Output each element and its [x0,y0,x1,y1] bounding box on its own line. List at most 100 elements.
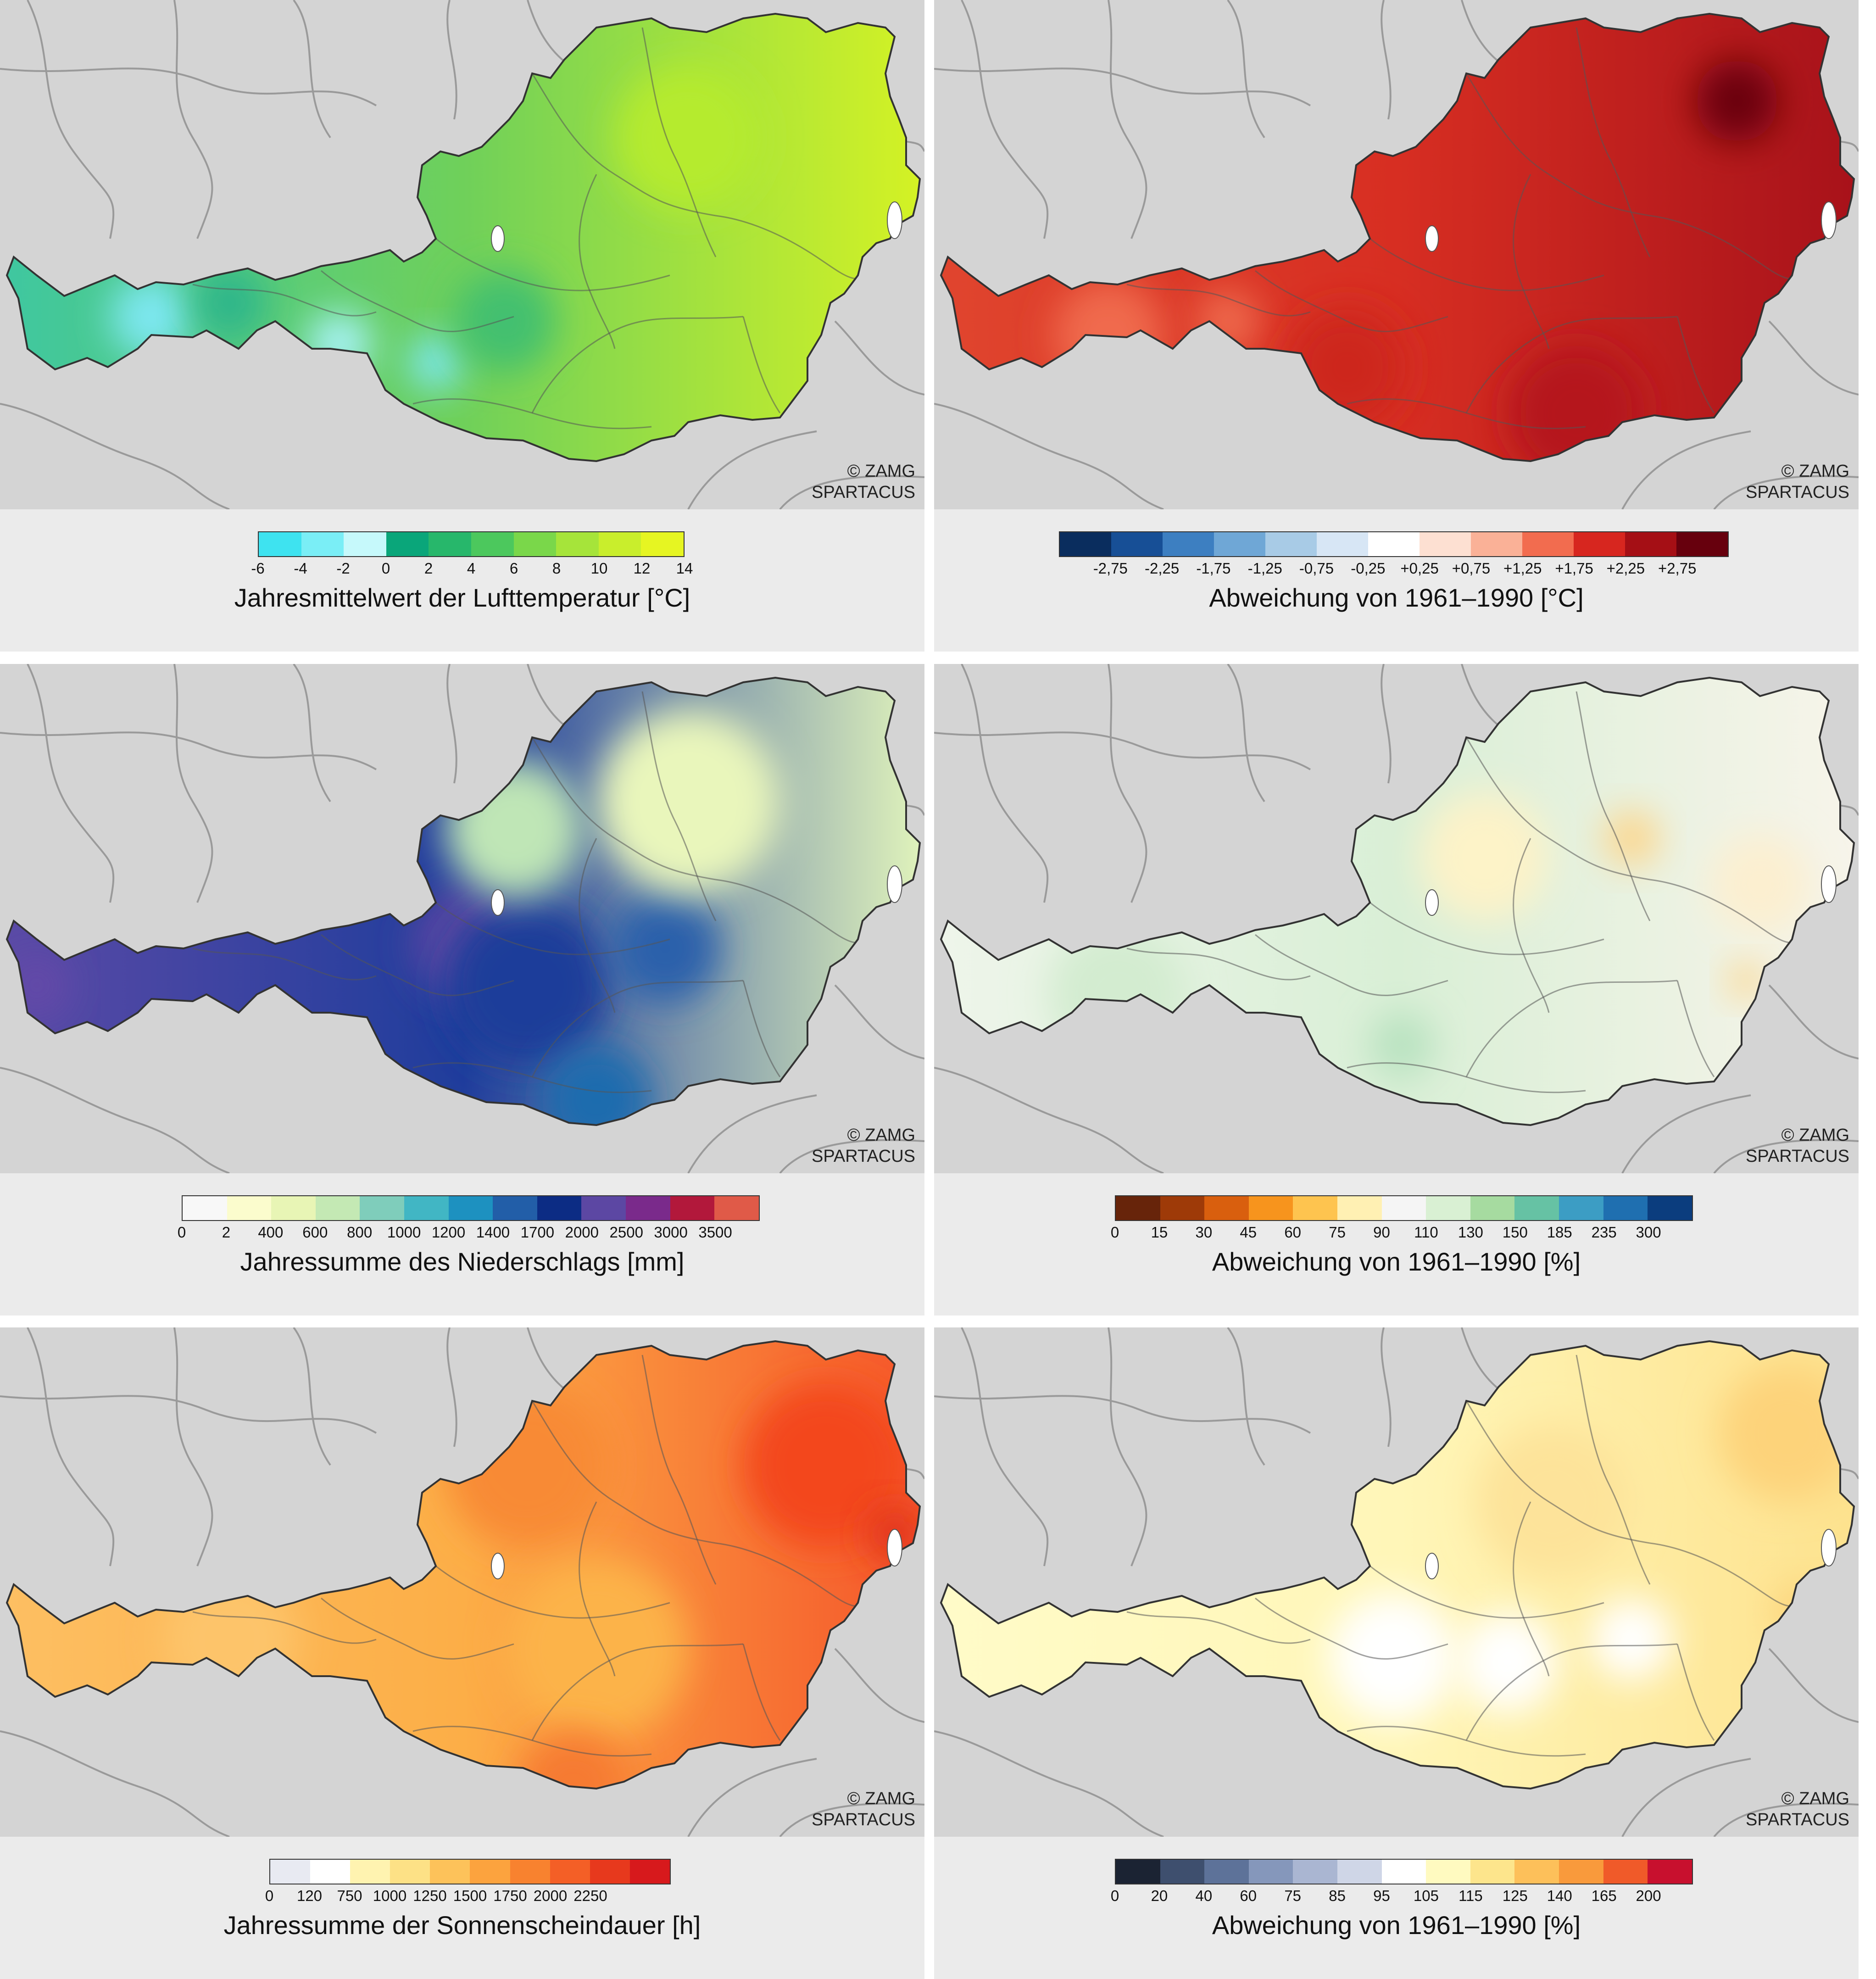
legend-swatch [1603,1196,1648,1220]
credit-zamg: © ZAMG [1781,1126,1849,1145]
legend-ticks: 0 15 30 45 60 75 90 110 130 150 185 235 300 [1111,1224,1693,1242]
legend-tick-label: 60 [1284,1224,1302,1241]
legend-swatch [1204,1196,1249,1220]
map-credit: © ZAMG SPARTACUS [1746,461,1849,503]
legend-colorbar [182,1195,760,1221]
legend-ticks: -2,75 -2,25 -1,75 -1,25 -0,75 -0,25 +0,25 +0,75… [1059,560,1729,578]
austria-map: © ZAMG SPARTACUS [934,664,1859,1173]
austria-map: © ZAMG SPARTACUS [0,1327,924,1837]
legend-swatch [537,1196,582,1220]
legend-tick-label: 235 [1591,1224,1617,1241]
map-graphic [934,664,1859,1173]
credit-spartacus: SPARTACUS [1746,1810,1849,1829]
legend-ticks: 0 20 40 60 75 85 95 105 115 125 140 165 200 [1111,1887,1693,1906]
legend-swatch [1368,532,1420,556]
legend-swatch [1426,1860,1470,1884]
map-panel-sun-anomaly: © ZAMG SPARTACUS 0 20 40 60 75 85 95 105 115 125 140… [934,1327,1859,1979]
legend-tick-label: 200 [1636,1887,1661,1904]
legend-tick-label: 10 [590,560,608,577]
austria-country-fill [941,14,1854,461]
legend-swatch [1317,532,1368,556]
legend: 0 20 40 60 75 85 95 105 115 125 140 165 200 Abweichun… [934,1837,1859,1979]
legend-colorbar [1115,1195,1693,1221]
legend-swatch [1337,1860,1382,1884]
map-panel-sunshine: © ZAMG SPARTACUS 0 120 750 1000 1250 1500 1750 20… [0,1327,924,1979]
legend-tick-label: +2,25 [1606,560,1645,577]
legend-swatch [714,1196,759,1220]
map-panel-temperature: © ZAMG SPARTACUS -6 -4 -2 0 2 4 6 8 10 12 14 Jahresmi… [0,0,924,652]
legend-swatch [1559,1860,1603,1884]
credit-spartacus: SPARTACUS [812,1810,915,1829]
legend-swatch [404,1196,449,1220]
legend-swatch [315,1196,360,1220]
legend-swatch [1265,532,1317,556]
credit-spartacus: SPARTACUS [1746,1147,1849,1166]
legend-tick-label: 2 [424,560,433,577]
legend-swatch [1060,532,1111,556]
legend-tick-label: 125 [1502,1887,1528,1904]
legend-tick-label: 3500 [698,1224,732,1241]
austria-map: © ZAMG SPARTACUS [934,0,1859,509]
legend-swatch [1522,532,1574,556]
credit-zamg: © ZAMG [1781,1789,1849,1808]
legend-swatch [1426,1196,1470,1220]
map-panel-precipitation: © ZAMG SPARTACUS 0 2 400 600 800 1000 1200 1400 17… [0,664,924,1316]
legend-swatch [1420,532,1471,556]
legend-swatch [344,532,386,556]
legend-tick-label: 45 [1240,1224,1257,1241]
legend-tick-label: -2 [336,560,350,577]
legend: 0 120 750 1000 1250 1500 1750 2000 2250 Jahressum… [0,1837,924,1979]
legend-swatch [493,1196,537,1220]
austria-country-fill [941,678,1854,1125]
legend-tick-label: +1,75 [1555,560,1593,577]
legend-tick-label: +0,75 [1452,560,1491,577]
legend-swatch [1559,1196,1603,1220]
legend: 0 15 30 45 60 75 90 110 130 150 185 235 300 Abweichun… [934,1173,1859,1316]
legend-swatch [270,1860,311,1884]
legend-swatch [448,1196,493,1220]
legend-tick-label: 2500 [609,1224,643,1241]
credit-zamg: © ZAMG [847,462,915,481]
legend-tick-label: 6 [509,560,518,577]
legend-swatch [259,532,301,556]
legend-swatch [1381,1860,1426,1884]
map-credit: © ZAMG SPARTACUS [1746,1788,1849,1830]
legend-tick-label: 0 [265,1887,274,1904]
legend-swatch [1625,532,1676,556]
map-graphic [934,0,1859,509]
legend-swatch [1470,1860,1515,1884]
legend-swatch [1248,1860,1293,1884]
legend-tick-label: 90 [1373,1224,1390,1241]
legend-swatch [360,1196,405,1220]
legend-tick-label: 750 [337,1887,362,1904]
legend-swatch [629,1860,670,1884]
map-credit: © ZAMG SPARTACUS [812,461,915,503]
legend-tick-label: 300 [1636,1224,1661,1241]
legend-swatch [670,1196,715,1220]
legend-swatch [550,1860,590,1884]
legend-swatch [510,1860,550,1884]
legend-swatch [471,532,514,556]
legend-swatch [1293,1196,1338,1220]
map-graphic [0,664,924,1173]
legend-tick-label: 75 [1284,1887,1302,1904]
map-graphic [934,1327,1859,1837]
map-credit: © ZAMG SPARTACUS [812,1788,915,1830]
legend-tick-label: 2000 [565,1224,599,1241]
legend-tick-label: -1,25 [1247,560,1282,577]
legend-swatch [1648,1196,1692,1220]
legend-swatch [1111,532,1163,556]
legend-tick-label: -4 [294,560,307,577]
legend-tick-label: 2250 [573,1887,607,1904]
legend-tick-label: 1250 [413,1887,447,1904]
legend-tick-label: -6 [251,560,265,577]
legend-tick-label: 75 [1329,1224,1346,1241]
legend-swatch [1514,1860,1559,1884]
legend-swatch [1381,1196,1426,1220]
legend-swatch [1648,1860,1692,1884]
legend-ticks: 0 120 750 1000 1250 1500 1750 2000 2250 [265,1887,671,1906]
legend-tick-label: +2,75 [1658,560,1697,577]
legend-swatch [598,532,641,556]
legend-colorbar [269,1859,671,1884]
legend-tick-label: 30 [1195,1224,1213,1241]
